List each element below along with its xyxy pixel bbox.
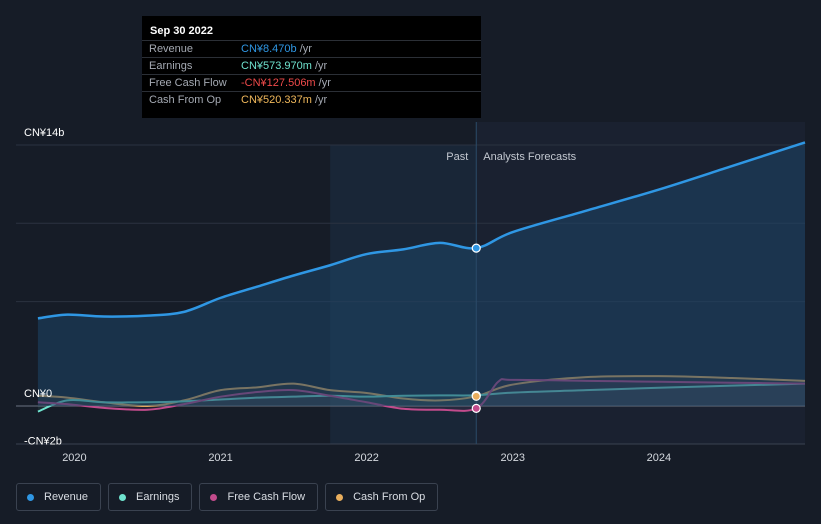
tooltip-label: Cash From Op bbox=[149, 94, 222, 106]
tooltip-value: CN¥8.470b /yr bbox=[241, 43, 312, 55]
tooltip-label: Earnings bbox=[149, 60, 193, 72]
x-tick-label: 2024 bbox=[647, 452, 671, 464]
highlight-markers bbox=[471, 243, 481, 413]
cash-from-op-marker bbox=[471, 391, 481, 401]
tooltip-value: CN¥520.337m /yr bbox=[241, 94, 328, 106]
tooltip-value: CN¥573.970m /yr bbox=[241, 60, 328, 72]
y-tick-label: -CN¥2b bbox=[24, 435, 62, 447]
revenue-line bbox=[37, 141, 806, 320]
legend-label: Earnings bbox=[136, 491, 180, 503]
x-tick-label: 2023 bbox=[501, 452, 525, 464]
cash-from-op-dot-icon bbox=[336, 493, 344, 501]
axis-ticks: 2020 2021 2022 2023 2024 CN¥14b CN¥0 -CN¥2b bbox=[24, 127, 671, 464]
legend-label: Free Cash Flow bbox=[227, 491, 306, 503]
legend: Revenue Earnings Free Cash Flow Cash Fro… bbox=[16, 483, 439, 511]
legend-item-cash-from-op[interactable]: Cash From Op bbox=[325, 483, 439, 511]
revenue-marker bbox=[471, 243, 481, 253]
y-tick-label: CN¥0 bbox=[24, 388, 52, 400]
tooltip-row-cfo: Cash From Op CN¥520.337m /yr bbox=[142, 91, 481, 109]
tooltip-label: Revenue bbox=[149, 43, 194, 55]
tooltip-row-earnings: Earnings CN¥573.970m /yr bbox=[142, 57, 481, 75]
legend-label: Cash From Op bbox=[353, 491, 426, 503]
x-tick-label: 2020 bbox=[62, 452, 86, 464]
legend-label: Revenue bbox=[44, 491, 89, 503]
series-group bbox=[37, 141, 806, 413]
revenue-area bbox=[37, 142, 805, 406]
revenue-dot-icon bbox=[27, 493, 34, 501]
earnings-dot-icon bbox=[119, 493, 127, 501]
tooltip-row-revenue: Revenue CN¥8.470b /yr bbox=[142, 40, 481, 58]
forecast-label: Analysts Forecasts bbox=[483, 151, 576, 163]
y-tick-label: CN¥14b bbox=[24, 127, 64, 139]
past-label: Past bbox=[446, 151, 468, 163]
tooltip-row-fcf: Free Cash Flow -CN¥127.506m /yr bbox=[142, 74, 481, 92]
x-tick-label: 2021 bbox=[208, 452, 232, 464]
tooltip-value: -CN¥127.506m /yr bbox=[241, 77, 331, 89]
free-cash-flow-dot-icon bbox=[210, 493, 218, 501]
tooltip-date: Sep 30 2022 bbox=[150, 25, 213, 37]
data-tooltip: Sep 30 2022 Revenue CN¥8.470b /yr Earnin… bbox=[142, 16, 481, 118]
tooltip-label: Free Cash Flow bbox=[149, 77, 227, 89]
legend-item-earnings[interactable]: Earnings bbox=[108, 483, 193, 511]
x-tick-label: 2022 bbox=[354, 452, 378, 464]
legend-item-free-cash-flow[interactable]: Free Cash Flow bbox=[199, 483, 319, 511]
free-cash-flow-marker bbox=[471, 403, 481, 413]
legend-item-revenue[interactable]: Revenue bbox=[16, 483, 102, 511]
